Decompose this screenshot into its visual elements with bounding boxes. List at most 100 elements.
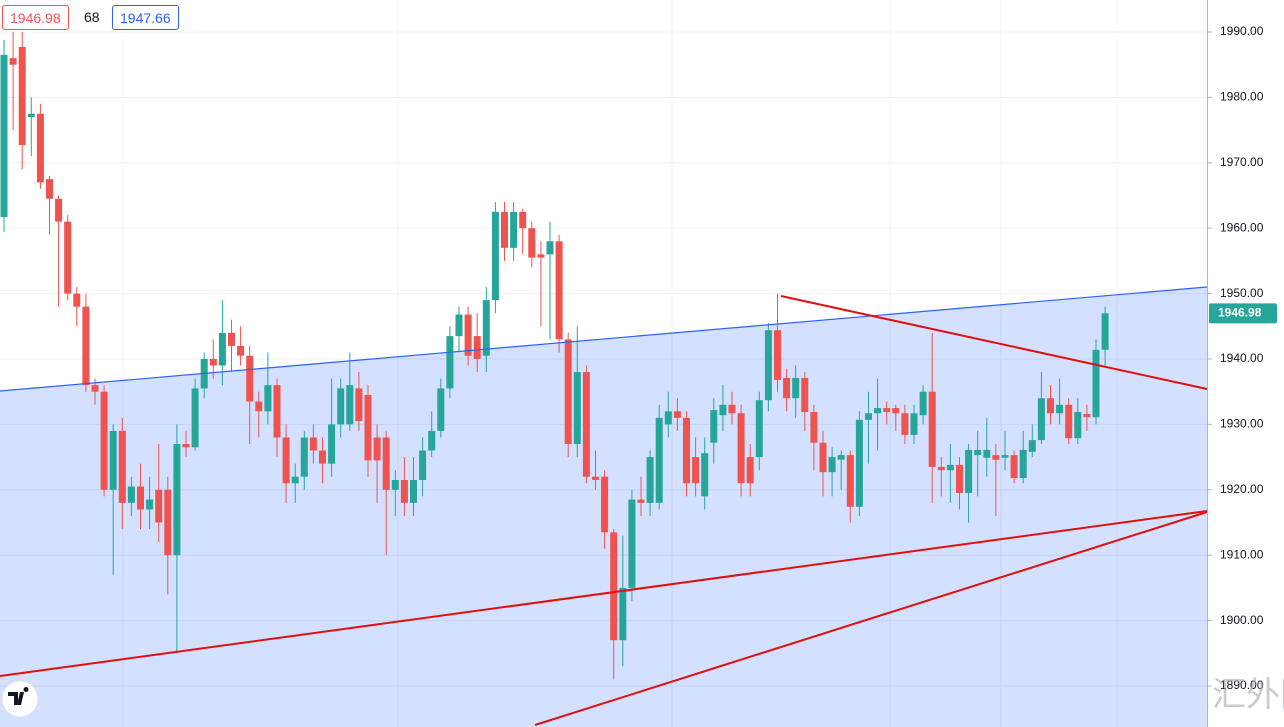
candle-body: [73, 293, 81, 307]
candle-body: [737, 413, 745, 484]
candle-body: [892, 408, 900, 414]
candle-body: [146, 499, 154, 510]
candle-body: [646, 457, 654, 503]
y-tick-label: 1920.00: [1220, 482, 1264, 496]
candle-body: [282, 437, 290, 484]
candle-body: [137, 486, 144, 510]
y-tick-label: 1900.00: [1220, 613, 1264, 627]
candle-body: [373, 437, 381, 461]
y-tick-label: 1960.00: [1220, 220, 1264, 234]
y-tick-label: 1950.00: [1220, 286, 1264, 300]
candle-body: [1056, 404, 1064, 414]
candle-body: [1028, 440, 1036, 452]
candle-body: [592, 476, 599, 480]
candle-body: [182, 444, 190, 448]
candle-body: [573, 372, 581, 445]
candle-body: [255, 401, 263, 412]
candle-body: [300, 437, 308, 477]
vertical-grid: [122, 0, 1118, 727]
candle-body: [564, 339, 572, 445]
y-tick-label: 1940.00: [1220, 351, 1264, 365]
candle-body: [537, 254, 545, 258]
candle-body: [437, 388, 445, 431]
candle-body: [46, 179, 53, 199]
logo-mark: [8, 686, 29, 705]
candle-body: [846, 455, 854, 507]
y-tick-label: 1930.00: [1220, 417, 1264, 431]
candle-body: [0, 54, 8, 218]
candle-body: [191, 388, 199, 448]
candle-body: [273, 385, 281, 438]
candle-body: [27, 113, 35, 118]
candle-body: [9, 58, 17, 65]
candle-body: [464, 314, 472, 356]
candle-body: [118, 430, 126, 503]
candle-body: [874, 408, 882, 414]
candle-body: [719, 404, 727, 416]
candle-body: [155, 489, 163, 523]
candle-body: [992, 455, 1000, 460]
candle-body: [18, 47, 26, 146]
candle-body: [1010, 455, 1018, 479]
candle-body: [801, 377, 809, 412]
candle-body: [1092, 349, 1100, 418]
candle-body: [728, 404, 736, 414]
candle-body: [637, 499, 645, 503]
candle-body: [546, 241, 554, 255]
candle-body: [355, 388, 363, 422]
candle-body: [983, 449, 991, 458]
candle-body: [528, 228, 536, 258]
candle-body: [428, 430, 436, 451]
candle-body: [1037, 398, 1045, 441]
candle-body: [783, 377, 791, 399]
candle-body: [309, 437, 317, 451]
candle-body: [382, 437, 390, 490]
candle-body: [710, 410, 718, 443]
tradingview-logo[interactable]: [1, 680, 39, 718]
candle-body: [455, 314, 463, 337]
trend-line: [0, 286, 1208, 392]
candle-body: [937, 466, 945, 471]
y-tick-label: 1890.00: [1220, 678, 1264, 692]
candle-body: [328, 424, 336, 464]
candle-body: [965, 449, 973, 494]
candle-body: [1065, 404, 1073, 439]
candle-body: [946, 464, 954, 471]
trend-line: [534, 511, 1208, 726]
candle-body: [1047, 398, 1054, 414]
candle-body: [291, 476, 299, 484]
candle-body: [127, 486, 135, 503]
candle-body: [601, 476, 609, 533]
candle-body: [792, 377, 800, 399]
candle-body: [1019, 449, 1027, 479]
candle-body: [237, 345, 245, 356]
candle-body: [1101, 313, 1109, 350]
y-tick-label: 1970.00: [1220, 155, 1264, 169]
candle-body: [837, 455, 845, 460]
candle-body: [519, 211, 527, 229]
candle-body: [209, 358, 217, 366]
candle-body: [956, 464, 963, 494]
candle-body: [228, 332, 235, 346]
candle-body: [173, 444, 181, 556]
last-price-tag: [1209, 303, 1277, 324]
candle-body: [319, 450, 326, 464]
candle-body: [764, 330, 772, 401]
candle-body: [974, 449, 982, 456]
y-tick-label: 1980.00: [1220, 90, 1264, 104]
candle-body: [701, 453, 709, 497]
candle-body: [446, 336, 454, 389]
candle-body: [692, 457, 700, 484]
spread: 68: [80, 5, 104, 30]
candle-body: [664, 411, 672, 425]
trend-line: [0, 510, 1208, 677]
price-axis-panel: [1207, 0, 1284, 727]
candle-body: [410, 479, 417, 503]
candle-body: [64, 221, 72, 294]
candle-body: [364, 394, 372, 461]
candle-body: [391, 479, 399, 490]
candle-body: [1083, 413, 1091, 418]
ask-box: 1947.66: [112, 5, 179, 30]
